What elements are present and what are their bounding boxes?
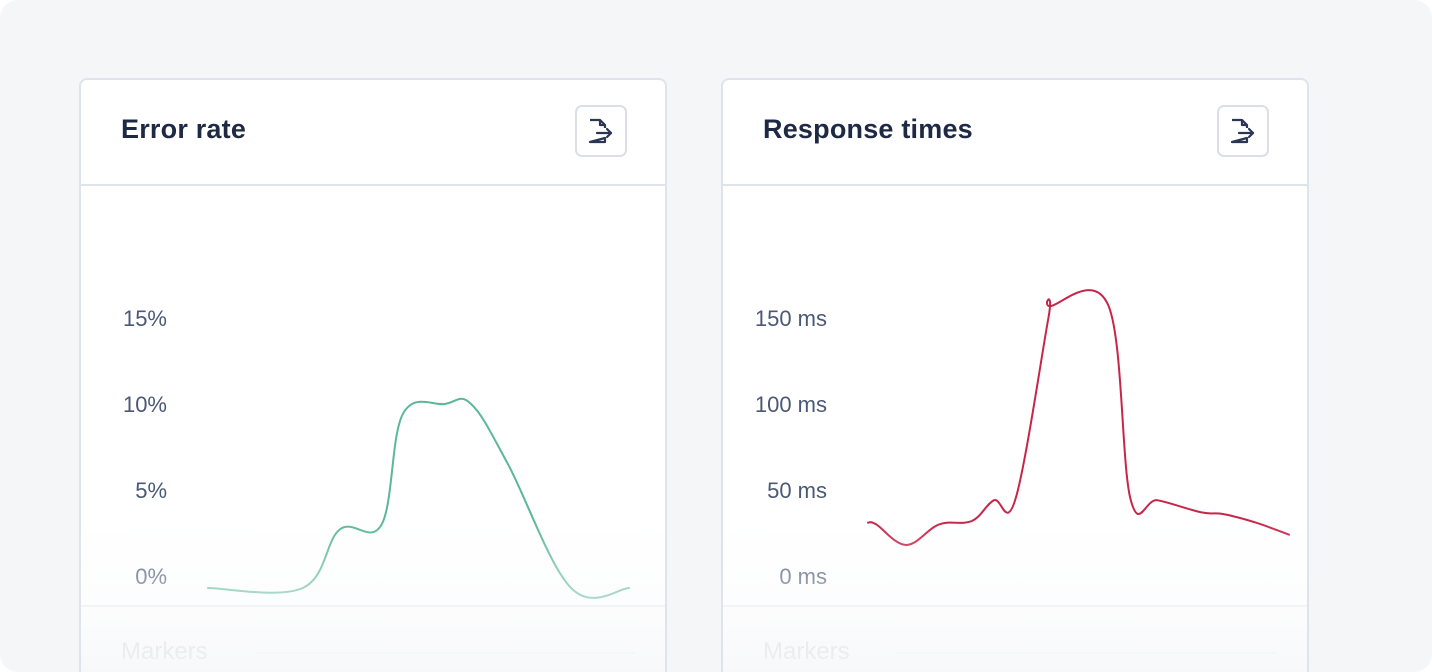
y-tick-label: 150 ms (755, 306, 827, 331)
export-file-icon (588, 118, 613, 144)
markers-divider (81, 605, 665, 607)
markers-label: Markers (763, 638, 850, 665)
card-title: Response times (763, 114, 973, 144)
card-header: Error rate (81, 80, 665, 186)
export-button[interactable] (1217, 105, 1269, 157)
y-tick-label: 0 ms (779, 564, 827, 589)
y-tick-label: 10% (123, 392, 167, 417)
y-tick-label: 5% (135, 478, 167, 503)
export-file-icon (1230, 118, 1255, 144)
y-tick-label: 50 ms (767, 478, 827, 503)
markers-label: Markers (121, 638, 208, 665)
y-tick-label: 0% (135, 564, 167, 589)
y-tick-label: 15% (123, 306, 167, 331)
markers-rule (255, 652, 635, 654)
card-title: Error rate (121, 114, 247, 144)
markers-divider (723, 605, 1307, 607)
error-rate-chart: 15%10%5%0%13:0013:3014:00 (123, 306, 630, 599)
card-header: Response times (723, 80, 1307, 186)
y-tick-label: 100 ms (755, 392, 827, 417)
series-line (867, 289, 1290, 546)
series-line (207, 397, 630, 599)
error-rate-card: Error rate 15%10%5%0%13:0013:3014:00 Mar… (79, 78, 667, 672)
export-button[interactable] (575, 105, 627, 157)
markers-rule (897, 652, 1277, 654)
